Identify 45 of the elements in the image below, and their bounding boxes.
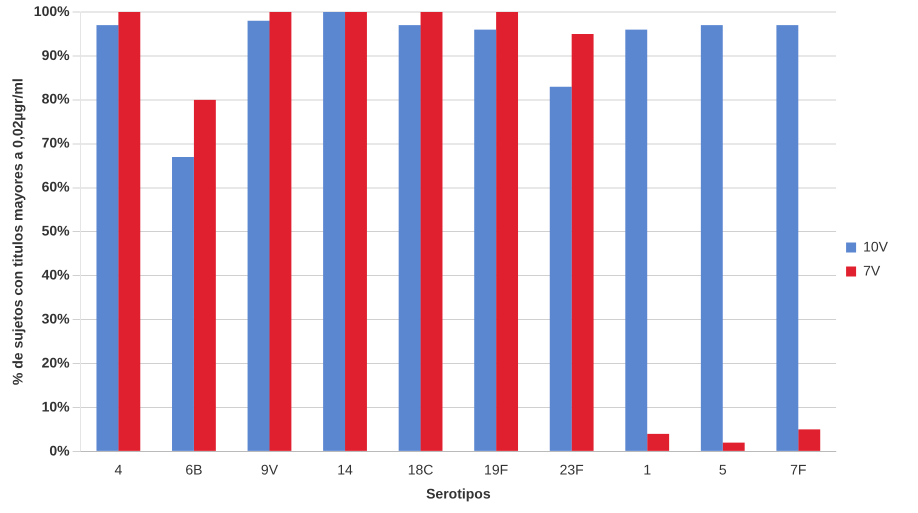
y-tick-label: 50% <box>42 222 70 239</box>
x-tick-label: 7F <box>790 462 806 478</box>
bar <box>398 25 421 451</box>
x-tick-label: 6B <box>185 462 202 478</box>
y-tick-label: 80% <box>42 90 70 107</box>
bar <box>474 30 496 451</box>
x-tick-label: 1 <box>643 462 652 478</box>
legend-label: 10V <box>863 238 889 254</box>
y-tick-label: 30% <box>42 310 70 326</box>
y-tick-label: 40% <box>42 266 70 282</box>
y-tick-label: 20% <box>42 354 70 370</box>
x-tick-label: 18C <box>408 462 434 478</box>
bar <box>550 86 572 451</box>
bar <box>625 30 648 451</box>
y-tick-label: 10% <box>42 398 70 414</box>
x-tick-label: 4 <box>114 462 122 478</box>
bar <box>776 25 798 451</box>
y-tick-label: 90% <box>42 46 70 63</box>
bar <box>194 100 216 451</box>
x-axis-title: Serotipos <box>426 485 491 502</box>
bar <box>269 12 292 451</box>
bar <box>722 442 745 451</box>
bar <box>345 12 367 451</box>
x-tick-label: 14 <box>337 462 354 478</box>
bar <box>700 25 723 451</box>
x-tick-label: 9V <box>260 462 279 478</box>
bar <box>647 434 670 451</box>
bar <box>323 12 346 451</box>
bar <box>496 12 518 451</box>
bar <box>420 12 442 451</box>
bar <box>96 25 118 451</box>
bar <box>572 34 594 451</box>
x-tick-label: 23F <box>560 462 584 478</box>
x-tick-label: 5 <box>718 462 727 478</box>
y-tick-label: 60% <box>42 178 70 195</box>
legend-label: 7V <box>863 262 881 278</box>
bar <box>248 20 270 451</box>
y-tick-label: 70% <box>42 134 70 151</box>
y-tick-label: 100% <box>34 2 70 19</box>
bar <box>172 157 194 451</box>
y-tick-label: 0% <box>49 442 70 458</box>
bar <box>118 12 140 451</box>
y-axis-title: % de sujetos con titulos mayores a 0,02µgr/ml <box>9 78 26 386</box>
x-tick-label: 19F <box>484 462 508 478</box>
bar <box>798 429 820 451</box>
